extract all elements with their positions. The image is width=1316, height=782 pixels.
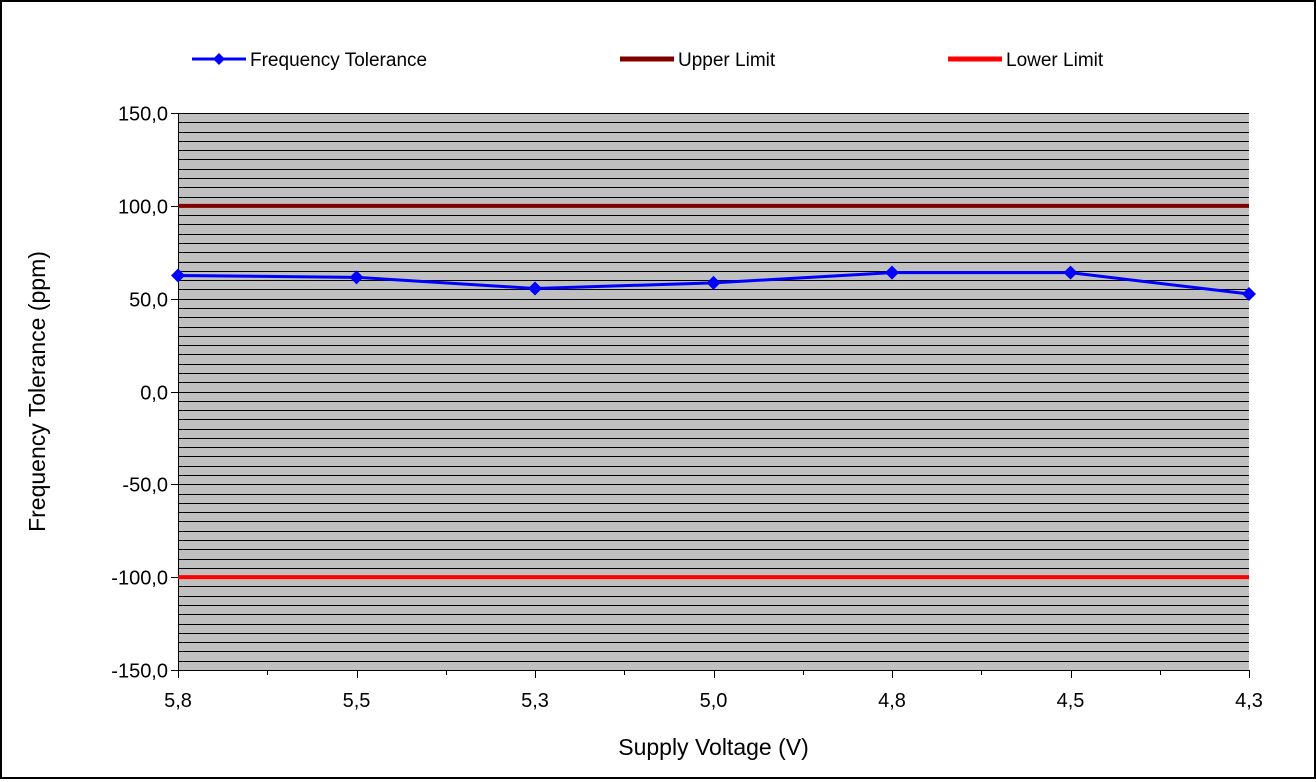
- frequency-tolerance-point: [885, 265, 899, 280]
- legend-label-lower-limit: Lower Limit: [1006, 50, 1104, 71]
- legend: Frequency Tolerance Upper Limit Lower Limi…: [192, 50, 1104, 71]
- x-tick-label: 5,5: [343, 690, 371, 712]
- y-axis-title: Frequency Tolerance (ppm): [24, 251, 50, 532]
- y-tick-label: -100,0: [111, 568, 168, 590]
- legend-label-frequency-tolerance: Frequency Tolerance: [250, 50, 427, 71]
- frequency-tolerance-point: [1242, 287, 1256, 302]
- series-layer: [171, 203, 1256, 580]
- y-tick-label: 150,0: [118, 104, 168, 126]
- legend-label-upper-limit: Upper Limit: [678, 50, 776, 71]
- y-tick-label: 0,0: [140, 383, 168, 405]
- x-axis-title: Supply Voltage (V): [618, 734, 809, 760]
- frequency-tolerance-point: [1063, 265, 1078, 280]
- frequency-tolerance-point: [528, 281, 542, 296]
- frequency-tolerance-point: [171, 268, 185, 283]
- axes: 150,0 100,0 50,0 0,0 -50,0 -100,0 -150,0 5,8 5,5…: [111, 104, 1263, 713]
- x-tick-label: 5,8: [164, 690, 192, 712]
- y-tick-label: 100,0: [118, 197, 168, 219]
- frequency-tolerance-point: [349, 270, 364, 285]
- x-tick-label: 4,8: [878, 690, 906, 712]
- x-tick-label: 4,5: [1057, 690, 1085, 712]
- legend-marker-frequency-tolerance: [213, 53, 225, 65]
- y-tick-label: 50,0: [129, 290, 168, 312]
- x-tick-label: 5,0: [700, 690, 728, 712]
- y-tick-label: -150,0: [111, 661, 168, 683]
- gridlines: [178, 113, 1249, 662]
- frequency-tolerance-point: [706, 275, 721, 290]
- x-tick-label: 4,3: [1235, 690, 1263, 712]
- y-tick-label: -50,0: [122, 475, 168, 497]
- x-tick-label: 5,3: [521, 690, 549, 712]
